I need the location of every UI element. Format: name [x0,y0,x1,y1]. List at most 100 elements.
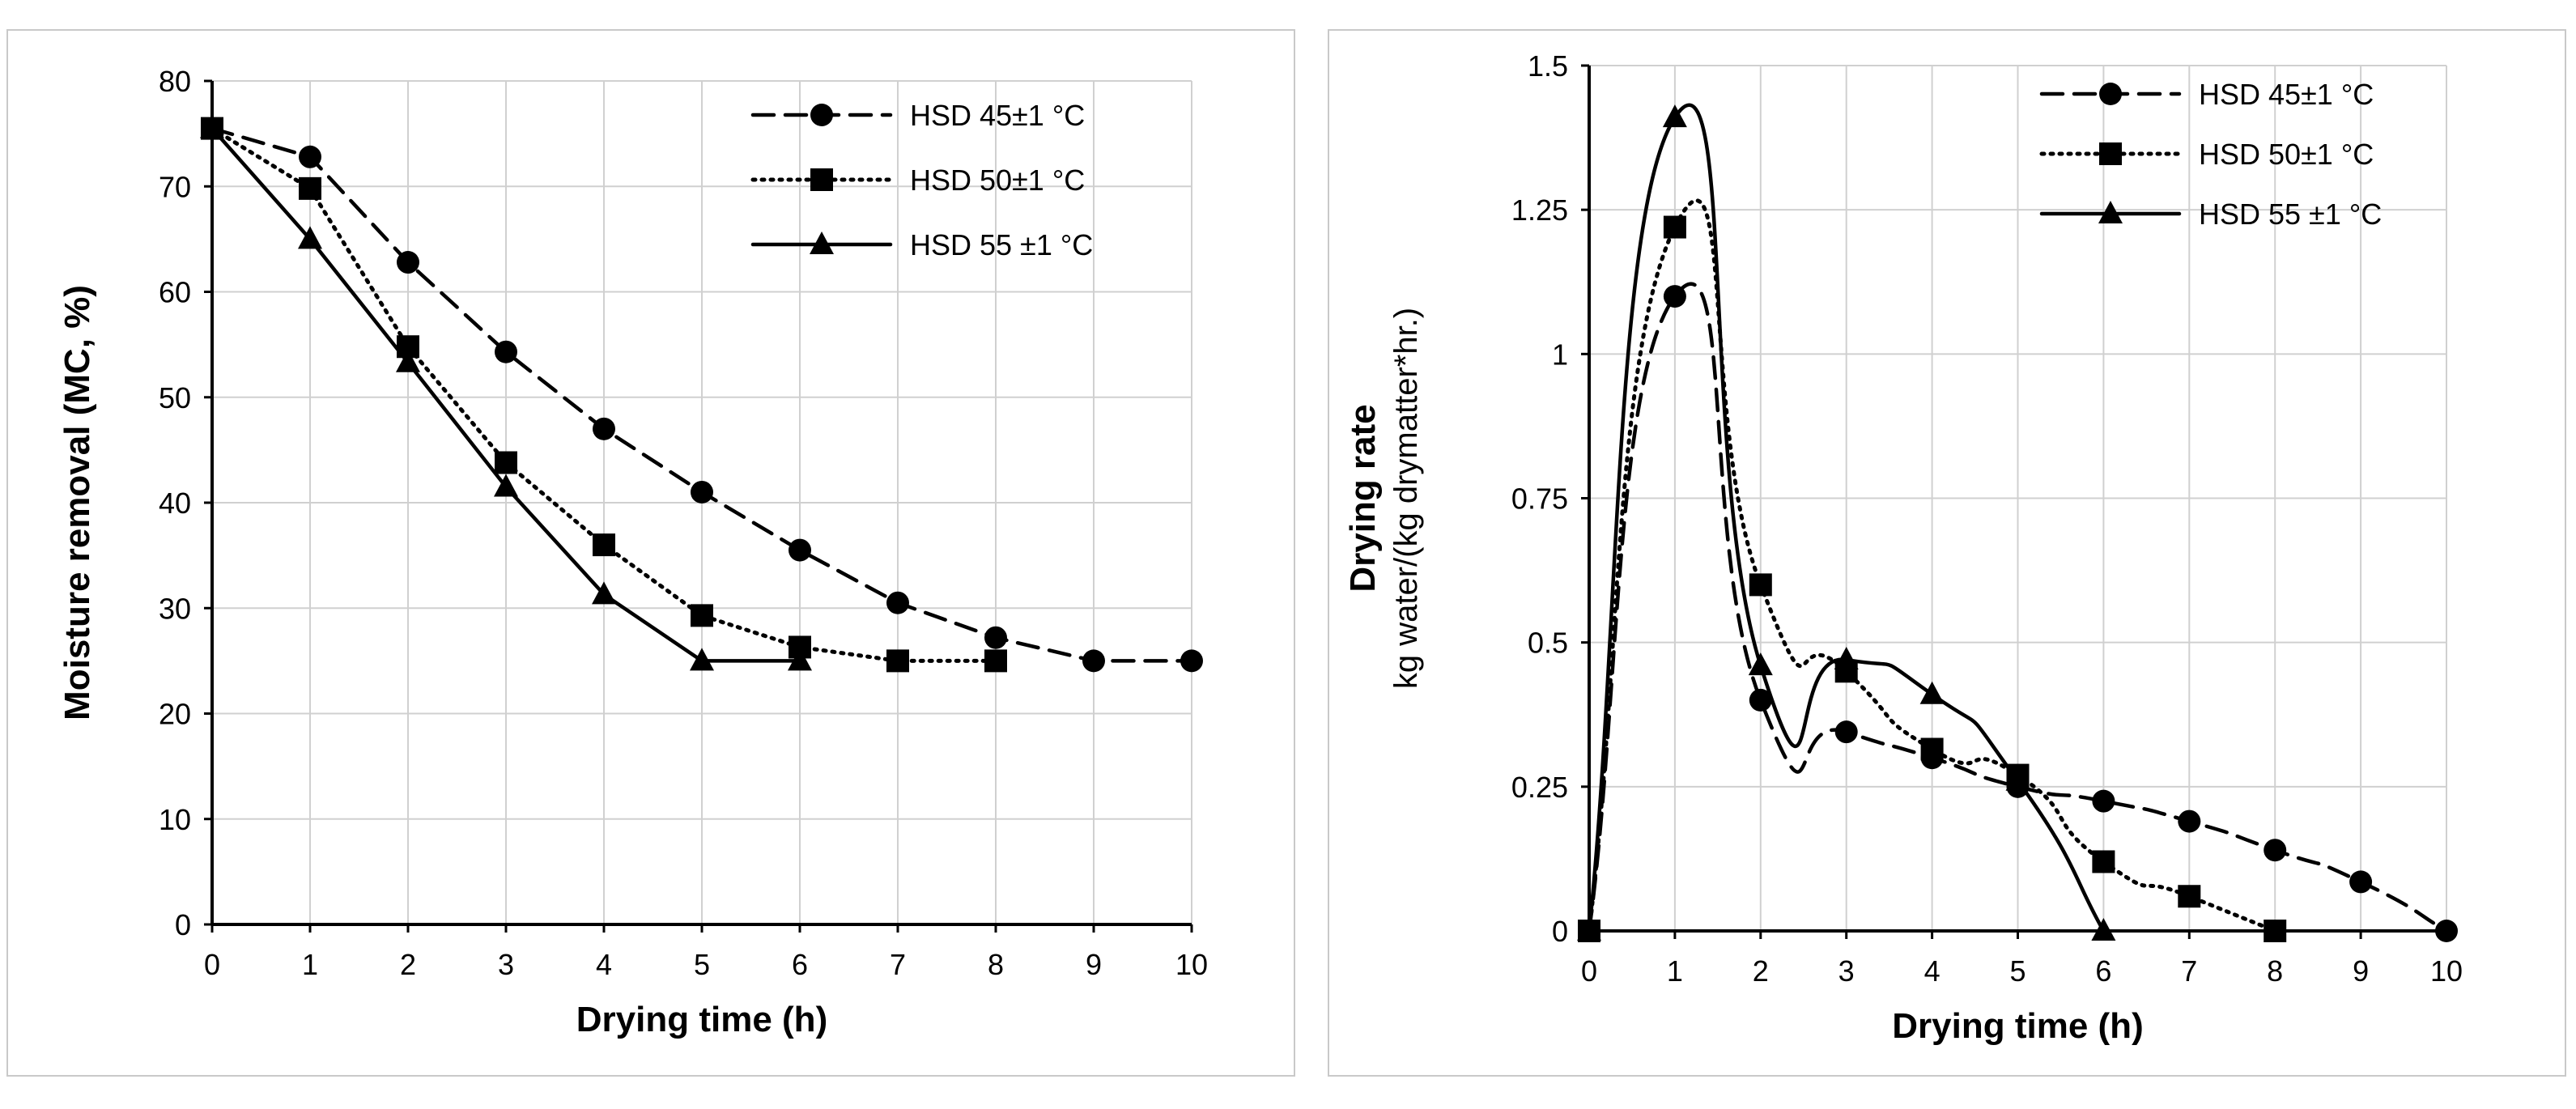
right-legend-label-hsd-55-1-c: HSD 55 ±1 °C [2199,198,2382,231]
right-series-hsd-55-1-c [1577,103,2116,941]
left-point-hsd-45-1-c [397,251,419,274]
right-point-hsd-45-1-c [1663,285,1686,308]
right-y-tick-label: 0.75 [1511,482,1568,516]
left-legend-label-hsd-45-1-c: HSD 45±1 °C [910,99,1085,132]
right-y-axis-title: Drying rate [1343,404,1383,592]
right-chart-panel: 0 1 2 3 4 5 6 7 8 9 10 0 0.25 0.5 0.75 1 1.25 1.5 Drying t… [1328,29,2566,1077]
right-x-tick-label: 2 [1753,954,1769,988]
right-point-hsd-50-1-c [1663,215,1686,239]
right-x-tick-label: 7 [2181,954,2197,988]
left-point-hsd-45-1-c [886,591,909,614]
left-y-tick-label: 20 [159,698,191,731]
right-point-hsd-45-1-c [2178,809,2201,833]
left-y-tick-label: 40 [159,487,191,520]
right-point-hsd-50-1-c [1920,737,1944,761]
left-chart-panel: 0 1 2 3 4 5 6 7 8 9 10 0 10 20 30 40 50 60 70 80 Drying time… [6,29,1295,1077]
left-point-hsd-55-1-c [396,349,420,372]
right-point-hsd-55-1-c [2005,767,2030,791]
right-point-hsd-55-1-c [1748,652,1773,676]
right-legend-label-hsd-45-1-c: HSD 45±1 °C [2199,78,2374,111]
left-point-hsd-50-1-c [886,649,909,673]
left-legend: HSD 45±1 °C HSD 50±1 °C HSD 55 ±1 °C [750,99,1093,261]
right-x-tick-label: 8 [2267,954,2283,988]
left-x-axis-title: Drying time (h) [576,1000,827,1039]
left-x-tick-label: 7 [890,948,906,981]
right-x-tick-label: 4 [1924,954,1941,988]
right-x-tick-label: 10 [2430,954,2463,988]
drying-rate-chart: 0 1 2 3 4 5 6 7 8 9 10 0 0.25 0.5 0.75 1 1.25 1.5 Drying t… [1343,49,2463,1046]
left-legend-item-hsd-50-1-c: HSD 50±1 °C [750,164,1085,197]
right-legend-item-hsd-55-1-c: HSD 55 ±1 °C [2039,198,2382,231]
right-x-tick-label: 5 [2009,954,2026,988]
left-x-tick-label: 4 [596,948,612,981]
left-point-hsd-45-1-c [691,480,713,504]
left-point-hsd-55-1-c [494,474,518,497]
left-legend-label-hsd-50-1-c: HSD 50±1 °C [910,164,1085,197]
left-x-tick-label: 8 [988,948,1004,981]
left-legend-marker-hsd-50-1-c [810,168,833,191]
right-legend-marker-hsd-50-1-c [2099,142,2122,165]
right-y-axis-subtitle: kg water/(kg drymatter*hr.) [1388,308,1424,689]
left-y-tick-label: 10 [159,803,191,836]
right-y-tick-label: 0 [1552,915,1568,948]
right-y-tick-label: 1.25 [1511,193,1568,227]
right-x-tick-label: 0 [1581,954,1597,988]
right-y-tick-label: 1 [1552,338,1568,371]
left-x-tick-label: 6 [792,948,808,981]
left-point-hsd-50-1-c [984,649,1007,673]
right-legend-item-hsd-50-1-c: HSD 50±1 °C [2039,138,2374,171]
left-y-axis-title: Moisture removal (MC, %) [57,285,97,720]
left-point-hsd-55-1-c [592,581,616,605]
left-point-hsd-55-1-c [788,648,812,671]
right-point-hsd-45-1-c [2092,789,2115,813]
left-point-hsd-45-1-c [984,626,1007,649]
right-point-hsd-55-1-c [1577,918,1601,941]
left-x-tick-label: 3 [498,948,514,981]
left-legend-item-hsd-55-1-c: HSD 55 ±1 °C [750,228,1093,261]
left-point-hsd-55-1-c [200,115,224,138]
left-point-hsd-50-1-c [299,176,321,200]
left-point-hsd-45-1-c [1180,649,1203,673]
right-legend: HSD 45±1 °C HSD 50±1 °C HSD 55 ±1 °C [2039,78,2382,231]
right-x-axis-title: Drying time (h) [1892,1006,2143,1046]
left-legend-marker-hsd-55-1-c [810,232,834,254]
right-legend-label-hsd-50-1-c: HSD 50±1 °C [2199,138,2374,171]
left-point-hsd-45-1-c [593,417,615,440]
left-series-hsd-45-1-c [201,117,1203,673]
right-point-hsd-55-1-c [1919,681,1945,704]
left-point-hsd-45-1-c [299,145,321,168]
right-point-hsd-50-1-c [2092,850,2115,873]
right-x-tick-label: 6 [2095,954,2111,988]
right-point-hsd-50-1-c [2178,885,2201,908]
left-x-tick-label: 0 [204,948,220,981]
right-y-tick-label: 0.25 [1511,771,1568,804]
right-legend-item-hsd-45-1-c: HSD 45±1 °C [2039,78,2374,111]
right-point-hsd-45-1-c [2349,870,2373,894]
left-x-tick-label: 5 [694,948,710,981]
left-point-hsd-50-1-c [495,451,517,474]
left-legend-marker-hsd-45-1-c [810,104,833,126]
right-point-hsd-55-1-c [2091,918,2116,941]
right-y-tick-label: 0.5 [1528,627,1568,660]
right-point-hsd-45-1-c [1749,688,1772,712]
left-point-hsd-50-1-c [593,533,615,557]
left-x-tick-label: 2 [400,948,416,981]
left-x-tick-label: 9 [1086,948,1102,981]
right-legend-marker-hsd-45-1-c [2099,83,2122,105]
moisture-removal-chart: 0 1 2 3 4 5 6 7 8 9 10 0 10 20 30 40 50 60 70 80 Drying time… [57,65,1208,1039]
left-y-tick-label: 30 [159,592,191,625]
left-point-hsd-55-1-c [298,226,322,249]
left-legend-item-hsd-45-1-c: HSD 45±1 °C [750,99,1085,132]
right-point-hsd-55-1-c [1662,104,1687,128]
left-legend-label-hsd-55-1-c: HSD 55 ±1 °C [910,228,1093,261]
left-point-hsd-55-1-c [690,648,714,671]
left-y-tick-label: 70 [159,170,191,203]
right-point-hsd-45-1-c [2264,839,2287,862]
right-point-hsd-45-1-c [1834,720,1858,744]
right-x-tick-label: 9 [2353,954,2369,988]
left-y-tick-label: 80 [159,65,191,98]
left-series-hsd-50-1-c [201,117,1007,673]
right-line-hsd-55-1-c [1587,103,2106,933]
right-point-hsd-45-1-c [2435,920,2458,942]
left-x-tick-label: 10 [1175,948,1208,981]
